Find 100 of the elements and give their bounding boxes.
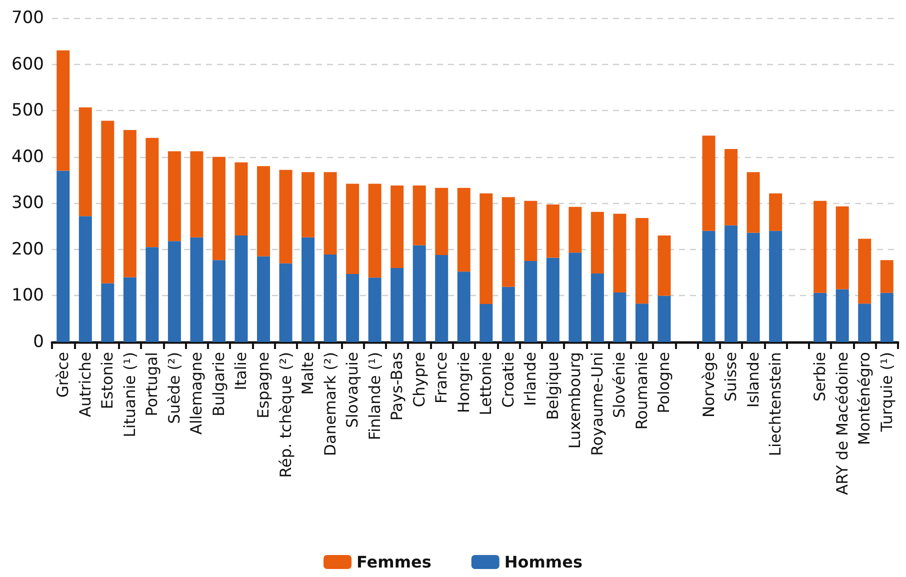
x-tick-label: France — [432, 352, 451, 404]
bar — [858, 304, 872, 342]
bar — [724, 225, 738, 342]
bar — [212, 260, 226, 342]
x-tick-label: Hongrie — [454, 352, 473, 414]
bar — [658, 236, 671, 296]
x-tick-label: Rép. tchèque (²) — [276, 352, 295, 478]
bar — [78, 107, 92, 216]
bar — [546, 258, 560, 342]
bar — [635, 218, 648, 304]
x-tick-label: Estonie — [98, 352, 117, 410]
x-tick-label: Islande — [744, 352, 762, 408]
bar — [524, 200, 538, 261]
x-tick-label: Grèce — [54, 352, 72, 398]
x-tick-label: Irlande — [522, 352, 540, 406]
bar — [257, 166, 270, 256]
bar — [279, 170, 292, 264]
x-tick-label: Lettonie — [477, 352, 496, 416]
x-tick-label: Serbie — [811, 352, 830, 402]
bar — [836, 206, 849, 290]
bar — [568, 206, 582, 253]
bar — [234, 162, 248, 236]
bar — [101, 120, 114, 284]
bar — [658, 296, 671, 342]
bar — [724, 148, 738, 226]
bar — [368, 184, 382, 278]
bar — [568, 252, 582, 342]
bar — [746, 172, 760, 233]
bar — [123, 130, 136, 278]
bar — [502, 286, 515, 342]
x-tick-label: Italie — [232, 352, 250, 390]
y-tick-label: 300 — [12, 193, 44, 214]
bar — [590, 212, 604, 274]
bar — [412, 186, 426, 246]
x-tick-label: Luxembourg — [566, 352, 584, 449]
bar — [412, 245, 426, 342]
y-tick-label: 200 — [12, 239, 44, 260]
bar — [435, 254, 448, 342]
bar — [56, 170, 70, 342]
x-tick-label: Chypre — [410, 352, 428, 408]
bar — [234, 236, 248, 342]
legend-label: Hommes — [504, 552, 582, 572]
bar — [814, 200, 827, 293]
x-tick-label: Autriche — [76, 352, 94, 418]
bar — [146, 247, 159, 342]
bar — [279, 263, 292, 342]
bar — [101, 283, 114, 342]
bar — [524, 261, 538, 342]
bar — [480, 304, 493, 342]
bar — [880, 260, 894, 293]
bar — [769, 193, 782, 231]
bar — [390, 268, 404, 342]
bar — [613, 292, 626, 342]
bar — [368, 278, 382, 342]
bar — [212, 156, 226, 260]
x-tick-label: Liechtenstein — [766, 352, 785, 456]
bar — [858, 238, 872, 304]
x-tick-label: Espagne — [254, 352, 272, 418]
bar — [435, 188, 448, 255]
bar — [324, 254, 337, 342]
x-tick-label: Pologne — [655, 352, 674, 414]
bar — [190, 151, 204, 238]
x-tick-label: Malte — [299, 352, 318, 395]
bar — [702, 136, 716, 231]
bar — [390, 186, 404, 268]
x-tick-label: Norvège — [700, 352, 718, 418]
bar — [56, 50, 70, 171]
bar — [546, 204, 560, 258]
legend-label: Femmes — [356, 552, 432, 572]
bar — [702, 230, 716, 342]
x-tick-label: Suisse — [722, 352, 740, 402]
x-tick-label: Allemagne — [188, 352, 206, 435]
x-tick-label: Danemark (²) — [321, 352, 340, 456]
bar — [190, 237, 204, 342]
y-tick-label: 600 — [12, 54, 44, 74]
bar — [635, 304, 648, 342]
x-tick-label: ARY de Macédoine — [833, 352, 852, 495]
bar — [146, 138, 159, 248]
y-tick-label: 0 — [33, 332, 44, 352]
bar — [769, 230, 782, 342]
x-tick-label: Belgique — [544, 352, 562, 420]
bar — [590, 273, 604, 342]
bar — [302, 237, 315, 342]
y-tick-label: 700 — [12, 8, 44, 28]
x-tick-label: Slovénie — [610, 352, 629, 418]
y-tick-label: 400 — [12, 146, 44, 167]
bar — [257, 256, 270, 342]
bar — [78, 216, 92, 342]
bar — [836, 289, 849, 342]
x-tick-label: Croatie — [499, 352, 518, 408]
bar — [168, 241, 181, 342]
x-tick-label: Royaume-Uni — [588, 352, 606, 456]
y-tick-label: 100 — [12, 286, 44, 306]
bar — [346, 274, 360, 342]
x-tick-label: Bulgarie — [210, 352, 228, 416]
x-tick-label: Lituanie (¹) — [120, 352, 139, 438]
x-tick-label: Finlande (¹) — [366, 352, 384, 440]
bar — [480, 193, 493, 304]
bar — [123, 277, 136, 342]
bar — [324, 172, 337, 255]
